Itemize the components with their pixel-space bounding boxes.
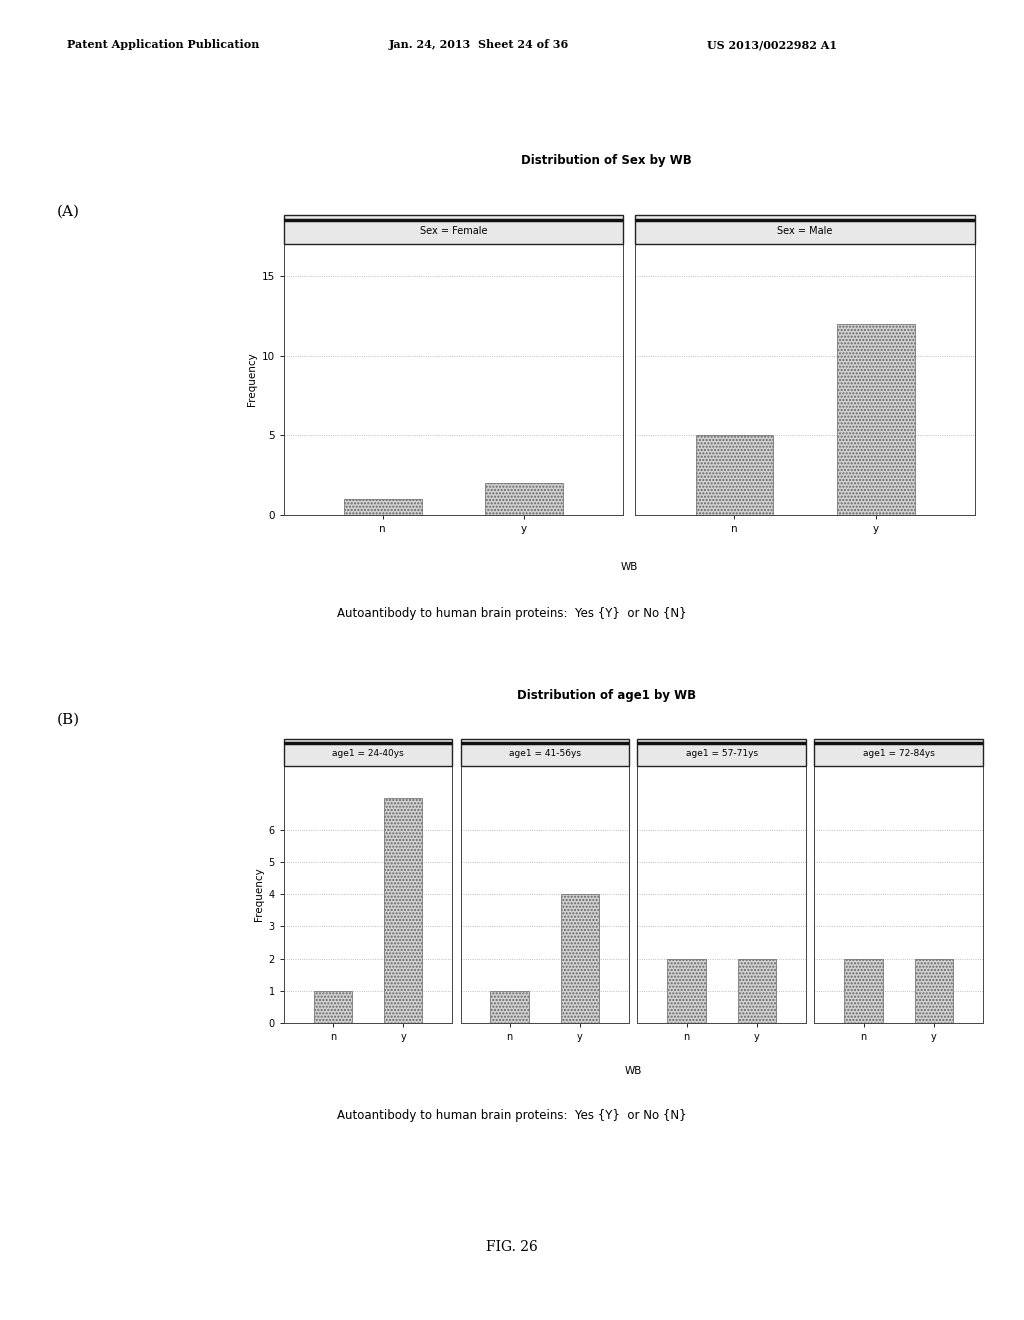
Bar — [490, 991, 529, 1023]
Text: Distribution of age1 by WB: Distribution of age1 by WB — [517, 689, 696, 702]
Bar — [561, 895, 599, 1023]
Y-axis label: Frequency: Frequency — [254, 867, 264, 921]
Bar — [313, 991, 352, 1023]
Bar — [737, 958, 776, 1023]
Bar — [695, 436, 773, 515]
Text: Patent Application Publication: Patent Application Publication — [67, 40, 259, 50]
Bar — [837, 323, 914, 515]
Text: (B): (B) — [56, 713, 80, 726]
Text: FIG. 26: FIG. 26 — [486, 1241, 538, 1254]
Y-axis label: Frequency: Frequency — [247, 352, 257, 407]
Text: US 2013/0022982 A1: US 2013/0022982 A1 — [707, 40, 837, 50]
Text: age1 = 72-84ys: age1 = 72-84ys — [863, 750, 935, 758]
Text: age1 = 24-40ys: age1 = 24-40ys — [332, 750, 403, 758]
Text: Distribution of Sex by WB: Distribution of Sex by WB — [521, 154, 692, 168]
Text: Jan. 24, 2013  Sheet 24 of 36: Jan. 24, 2013 Sheet 24 of 36 — [389, 40, 569, 50]
Text: WB: WB — [625, 1065, 642, 1076]
Text: (A): (A) — [56, 205, 79, 218]
Text: Sex = Male: Sex = Male — [777, 226, 833, 236]
Bar — [844, 958, 883, 1023]
Bar — [914, 958, 953, 1023]
Bar — [344, 499, 422, 515]
Bar — [668, 958, 706, 1023]
Text: Autoantibody to human brain proteins:  Yes {Y}  or No {N}: Autoantibody to human brain proteins: Ye… — [337, 607, 687, 620]
Bar — [485, 483, 563, 515]
Text: age1 = 57-71ys: age1 = 57-71ys — [686, 750, 758, 758]
Text: age1 = 41-56ys: age1 = 41-56ys — [509, 750, 581, 758]
Text: Sex = Female: Sex = Female — [420, 226, 487, 236]
Bar — [384, 797, 423, 1023]
Text: Autoantibody to human brain proteins:  Yes {Y}  or No {N}: Autoantibody to human brain proteins: Ye… — [337, 1109, 687, 1122]
Text: WB: WB — [621, 561, 638, 572]
